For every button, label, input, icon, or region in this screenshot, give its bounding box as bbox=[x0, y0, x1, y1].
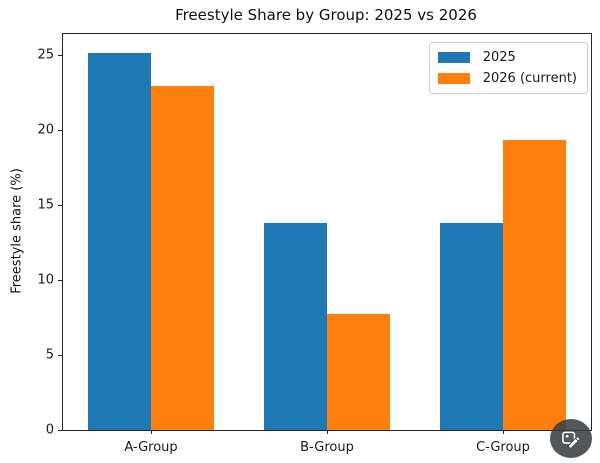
bar-2026-current--b-group bbox=[327, 314, 390, 430]
y-tick-label: 5 bbox=[45, 347, 54, 363]
bar-2025-c-group bbox=[440, 223, 503, 430]
legend-color-swatch bbox=[437, 73, 470, 84]
y-tick-mark bbox=[58, 355, 62, 356]
legend-color-swatch bbox=[437, 52, 470, 63]
y-tick-mark bbox=[58, 280, 62, 281]
plot-area: 2025 2026 (current) 0 5 10 15 20 25 A-Group B-Gr… bbox=[37, 33, 592, 455]
legend-label: 2026 (current) bbox=[482, 71, 577, 86]
x-tick-mark bbox=[151, 430, 152, 434]
y-tick-label: 15 bbox=[37, 197, 54, 213]
edit-image-badge[interactable] bbox=[550, 419, 592, 458]
legend: 2025 2026 (current) bbox=[428, 42, 588, 94]
legend-item: 2026 (current) bbox=[437, 71, 577, 86]
x-tick-label-c-group: C-Group bbox=[476, 440, 530, 455]
x-tick-mark bbox=[327, 430, 328, 434]
image-edit-icon bbox=[562, 431, 581, 448]
y-tick-label: 10 bbox=[37, 272, 54, 288]
legend-item: 2025 bbox=[437, 50, 577, 65]
y-axis-title: Freestyle share (%) bbox=[9, 168, 25, 294]
legend-label: 2025 bbox=[482, 50, 516, 65]
y-tick-label: 0 bbox=[45, 422, 54, 438]
y-tick-mark bbox=[58, 430, 62, 431]
x-tick-label-a-group: A-Group bbox=[124, 440, 178, 455]
bar-2025-a-group bbox=[88, 53, 151, 430]
bar-2026-current--a-group bbox=[151, 86, 214, 430]
x-tick-label-b-group: B-Group bbox=[300, 440, 354, 455]
y-tick-label: 25 bbox=[37, 47, 54, 63]
y-tick-mark bbox=[58, 130, 62, 131]
y-tick-label: 20 bbox=[37, 122, 54, 138]
bar-2026-current--c-group bbox=[503, 140, 566, 430]
chart-title: Freestyle Share by Group: 2025 vs 2026 bbox=[175, 6, 477, 24]
x-tick-mark bbox=[503, 430, 504, 434]
y-tick-mark bbox=[58, 205, 62, 206]
y-tick-mark bbox=[58, 55, 62, 56]
bar-2025-b-group bbox=[264, 223, 327, 430]
